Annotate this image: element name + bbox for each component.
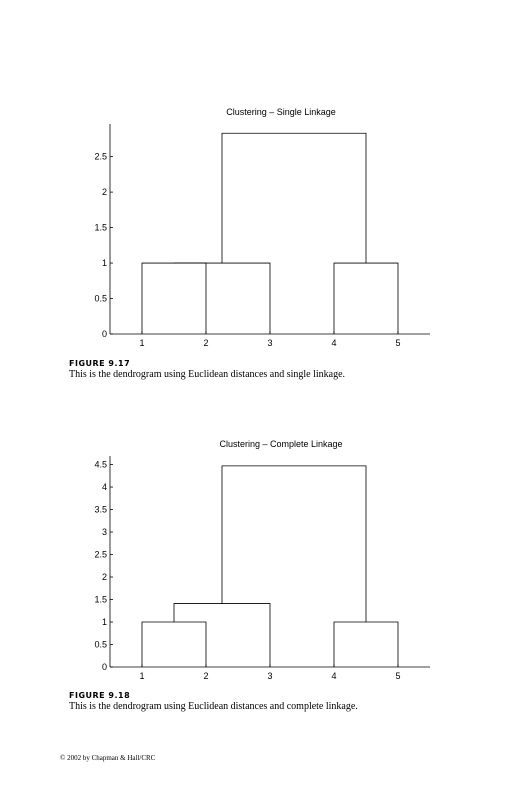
x-tick-label: 1	[139, 671, 144, 681]
dendrogram-link	[333, 621, 399, 667]
chart-title: Clustering – Complete Linkage	[219, 439, 342, 449]
y-tick-label: 2.5	[94, 152, 107, 162]
y-tick-label: 0	[102, 662, 107, 672]
y-tick-label: 2	[102, 572, 107, 582]
dendrogram-link	[141, 262, 207, 334]
figure-label: FIGURE 9.18	[69, 691, 130, 700]
dendrogram-link	[333, 262, 399, 334]
x-tick-label: 5	[395, 338, 400, 348]
y-tick-label: 1.5	[94, 223, 107, 233]
x-tick-label: 5	[395, 671, 400, 681]
y-tick-label: 2	[102, 187, 107, 197]
y-tick-label: 4	[102, 482, 107, 492]
x-tick-label: 3	[267, 671, 272, 681]
dendrogram-link	[174, 262, 271, 334]
y-tick-label: 3.5	[94, 505, 107, 515]
x-tick-label: 1	[139, 338, 144, 348]
y-tick-label: 4.5	[94, 460, 107, 470]
x-tick-label: 3	[267, 338, 272, 348]
y-tick-label: 3	[102, 527, 107, 537]
dendrogram-link	[221, 132, 367, 264]
y-tick-label: 0	[102, 329, 107, 339]
x-tick-label: 2	[203, 338, 208, 348]
y-tick-label: 1	[102, 617, 107, 627]
figure-label: FIGURE 9.17	[69, 359, 130, 368]
x-tick-label: 4	[331, 338, 336, 348]
y-tick-label: 2.5	[94, 550, 107, 560]
y-tick-label: 0.5	[94, 640, 107, 650]
y-tick-label: 1	[102, 258, 107, 268]
x-tick-label: 4	[331, 671, 336, 681]
figure-caption: This is the dendrogram using Euclidean d…	[69, 701, 358, 712]
figure-caption: This is the dendrogram using Euclidean d…	[69, 369, 345, 380]
x-tick-label: 2	[203, 671, 208, 681]
footer: © 2002 by Chapman & Hall/CRC	[60, 754, 156, 762]
y-tick-label: 1.5	[94, 595, 107, 605]
y-tick-label: 0.5	[94, 294, 107, 304]
dendrogram-link	[221, 465, 367, 623]
dendrogram-link	[141, 621, 207, 667]
dendrogram-link	[173, 603, 271, 667]
chart-title: Clustering – Single Linkage	[226, 107, 336, 117]
